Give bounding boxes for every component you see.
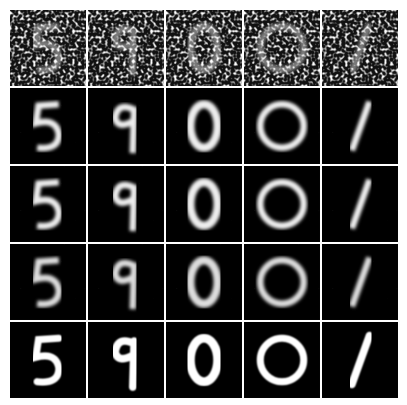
- clean-row: [10, 322, 398, 398]
- noisy-cell: [244, 10, 320, 86]
- clean-cell: [10, 322, 86, 398]
- denoised-cell: [322, 88, 398, 164]
- clean-cell: [166, 322, 242, 398]
- clean-cell: [88, 322, 164, 398]
- clean-cell: [244, 322, 320, 398]
- denoised-cell: [10, 166, 86, 242]
- denoised-cell: [10, 244, 86, 320]
- denoised-row: [10, 244, 398, 320]
- denoised-row: [10, 88, 398, 164]
- denoised-row: [10, 166, 398, 242]
- denoised-cell: [166, 88, 242, 164]
- denoised-cell: [166, 244, 242, 320]
- denoised-cell: [244, 244, 320, 320]
- noisy-cell: [322, 10, 398, 86]
- denoised-cell: [88, 244, 164, 320]
- noisy-cell: [166, 10, 242, 86]
- denoised-cell: [322, 166, 398, 242]
- denoised-cell: [244, 166, 320, 242]
- noisy-cell: [88, 10, 164, 86]
- denoised-cell: [244, 88, 320, 164]
- denoised-cell: [10, 88, 86, 164]
- denoised-cell: [166, 166, 242, 242]
- clean-cell: [322, 322, 398, 398]
- denoised-cell: [88, 166, 164, 242]
- noisy-cell: [10, 10, 86, 86]
- noisy-row: [10, 10, 398, 86]
- denoised-cell: [322, 244, 398, 320]
- denoised-cell: [88, 88, 164, 164]
